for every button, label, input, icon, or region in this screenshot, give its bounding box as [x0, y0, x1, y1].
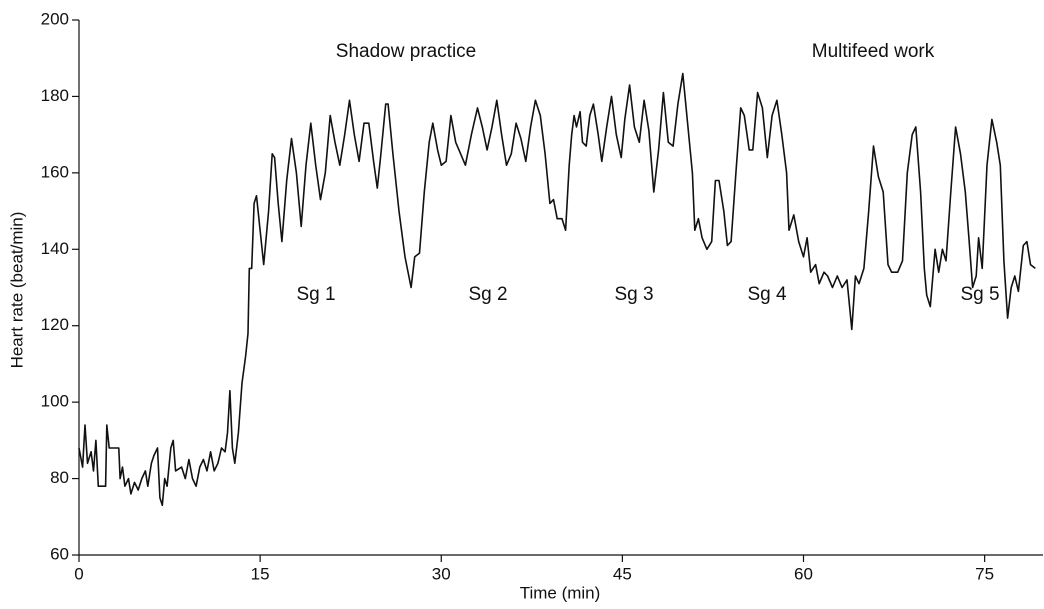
x-tick-label: 60 — [794, 564, 813, 583]
y-tick-label: 160 — [41, 162, 69, 181]
y-tick-label: 60 — [50, 544, 69, 563]
x-tick-label: 30 — [432, 564, 451, 583]
annotation: Sg 3 — [614, 284, 653, 305]
heart-rate-line — [78, 72, 1036, 507]
x-axis-label: Time (min) — [520, 583, 601, 602]
x-tick-label: 0 — [74, 564, 83, 583]
annotation: Multifeed work — [812, 41, 935, 62]
y-tick-label: 120 — [41, 315, 69, 334]
annotation: Shadow practice — [336, 41, 476, 62]
x-tick-label: 45 — [613, 564, 632, 583]
annotation: Sg 2 — [468, 284, 507, 305]
y-tick-label: 80 — [50, 468, 69, 487]
y-axis-label: Heart rate (beat/min) — [7, 212, 26, 369]
annotation: Sg 5 — [960, 284, 999, 305]
annotation: Sg 4 — [747, 284, 787, 305]
y-tick-label: 200 — [41, 9, 69, 28]
annotation: Sg 1 — [296, 284, 335, 305]
y-tick-label: 180 — [41, 86, 69, 105]
x-tick-label: 15 — [251, 564, 270, 583]
x-tick-label: 75 — [975, 564, 994, 583]
y-tick-label: 140 — [41, 239, 69, 258]
y-tick-label: 100 — [41, 392, 69, 411]
